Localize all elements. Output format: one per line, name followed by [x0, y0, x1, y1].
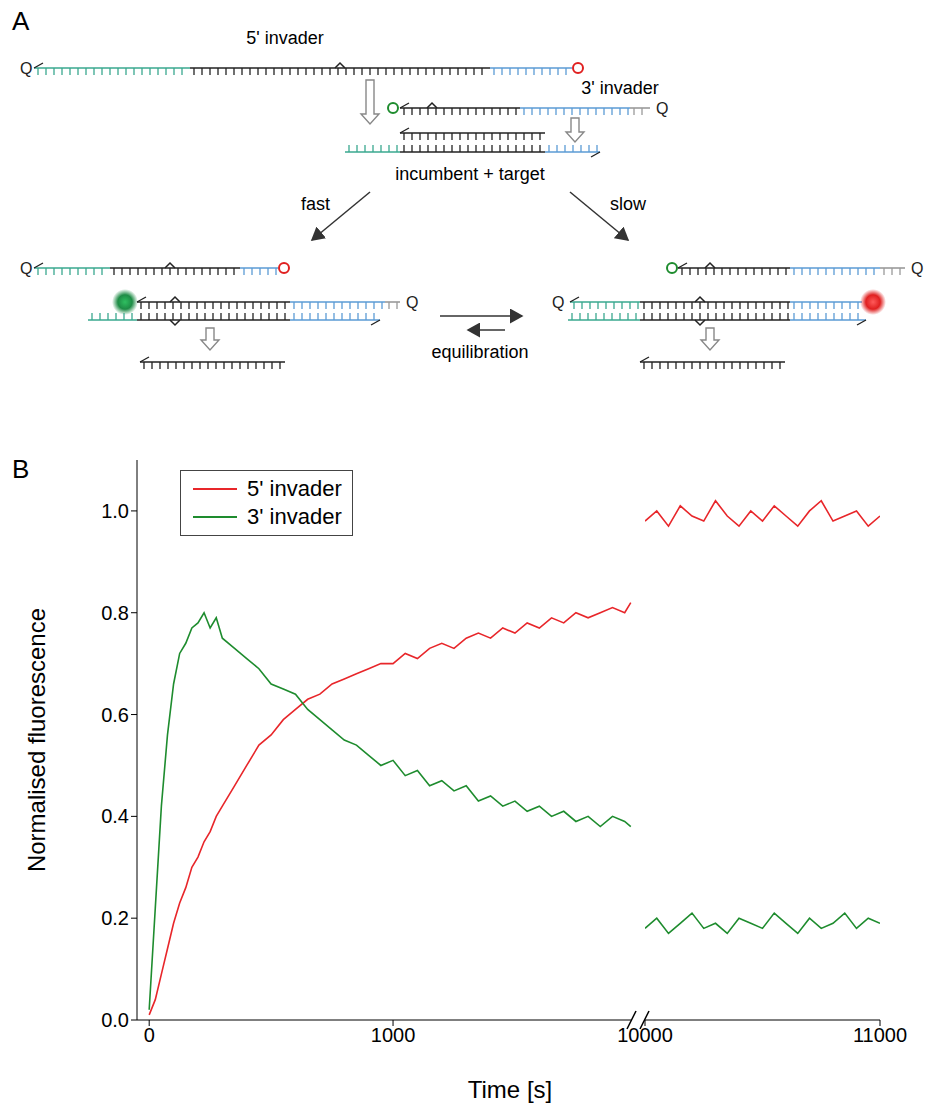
svg-text:equilibration: equilibration — [431, 342, 528, 362]
svg-text:Q: Q — [406, 294, 418, 311]
svg-text:0.2: 0.2 — [101, 907, 129, 929]
svg-text:0.4: 0.4 — [101, 805, 129, 827]
svg-text:fast: fast — [301, 194, 330, 214]
svg-text:Time [s]: Time [s] — [468, 1076, 552, 1103]
svg-text:11000: 11000 — [853, 1024, 907, 1046]
svg-text:Normalised fluorescence: Normalised fluorescence — [23, 608, 50, 872]
svg-text:1.0: 1.0 — [101, 500, 129, 522]
svg-text:0.6: 0.6 — [101, 704, 129, 726]
svg-text:Q: Q — [552, 294, 564, 311]
svg-text:Q: Q — [656, 100, 668, 117]
svg-text:Q: Q — [20, 60, 32, 77]
svg-text:0.0: 0.0 — [101, 1009, 129, 1031]
html-text:5' invader: 5' invader — [247, 476, 342, 501]
svg-text:incumbent + target: incumbent + target — [395, 164, 545, 184]
svg-text:1000: 1000 — [371, 1024, 416, 1046]
svg-text:5' invader: 5' invader — [246, 28, 323, 48]
svg-text:3' invader: 3' invader — [581, 78, 658, 98]
svg-text:B: B — [12, 454, 29, 484]
svg-text:0.8: 0.8 — [101, 602, 129, 624]
svg-text:10000: 10000 — [617, 1024, 673, 1046]
svg-text:Q: Q — [911, 260, 923, 277]
svg-text:0: 0 — [144, 1024, 155, 1046]
svg-text:A: A — [12, 6, 30, 36]
svg-text:Q: Q — [20, 260, 32, 277]
svg-text:slow: slow — [610, 194, 647, 214]
html-text:3' invader: 3' invader — [247, 504, 342, 529]
